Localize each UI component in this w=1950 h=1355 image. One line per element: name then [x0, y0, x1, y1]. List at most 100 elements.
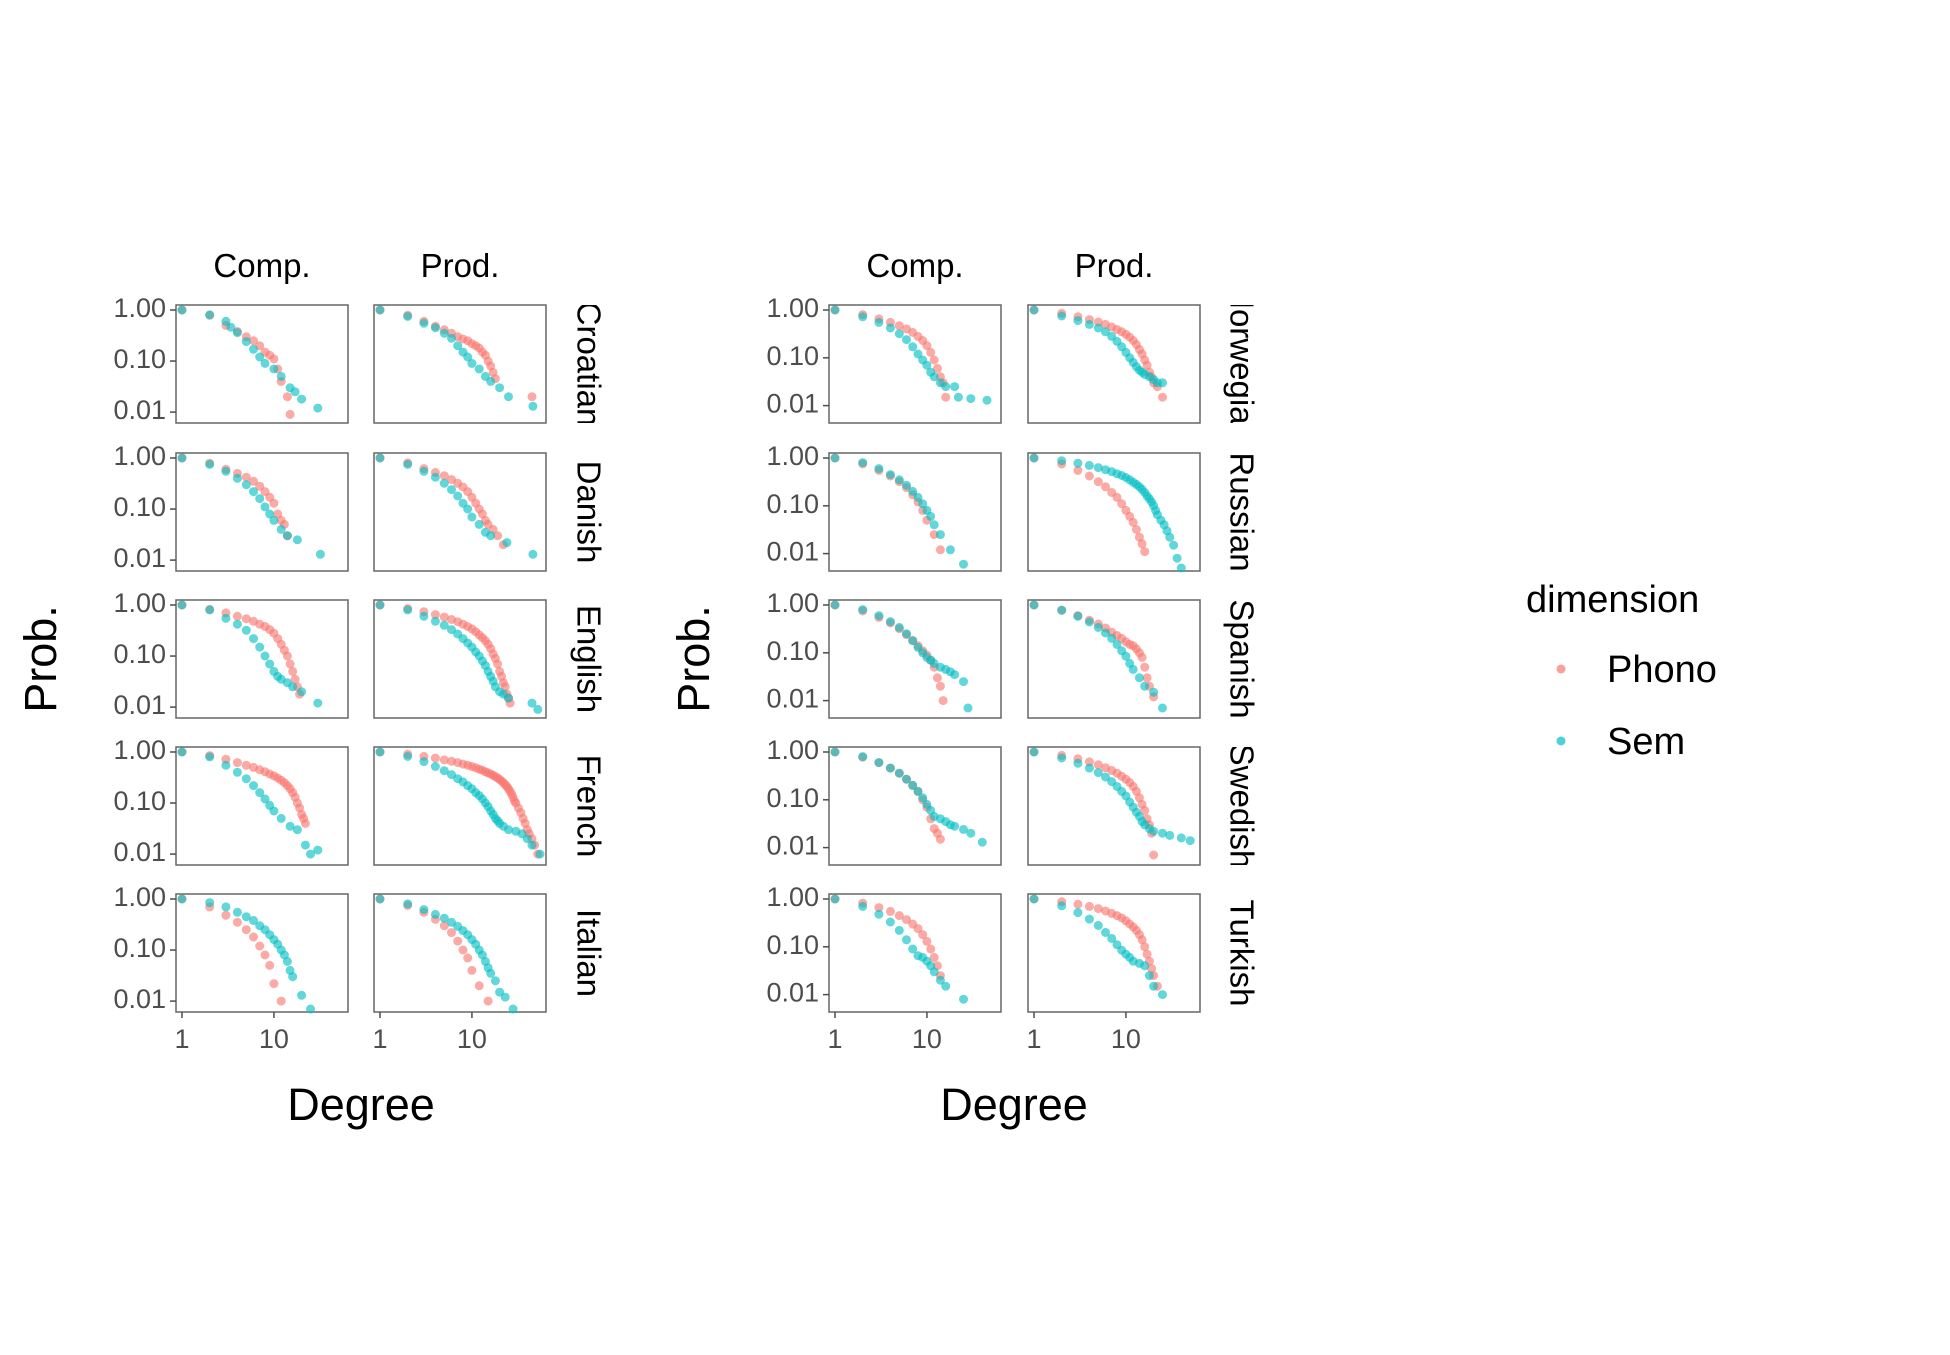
point-sem: [300, 840, 310, 850]
point-sem: [255, 642, 265, 652]
point-sem: [430, 472, 440, 482]
y-tick-label: 0.01: [113, 837, 166, 867]
point-sem: [527, 840, 537, 850]
point-phono: [249, 932, 258, 942]
x-axis-title: Degree: [287, 1079, 435, 1130]
point-phono: [290, 674, 300, 684]
panel-english-comp: 1.00 0.10 0.01: [113, 588, 349, 720]
point-sem: [1185, 836, 1195, 846]
panel-italian-prod: 1 10: [372, 893, 547, 1054]
point-sem: [977, 837, 987, 847]
point-phono: [929, 952, 939, 962]
point-phono: [1131, 525, 1141, 534]
point-sem: [508, 1004, 518, 1014]
point-sem: [1107, 933, 1117, 943]
point-sem: [1084, 763, 1094, 773]
point-sem: [902, 935, 911, 945]
point-phono: [285, 409, 295, 419]
point-phono: [241, 472, 251, 482]
point-sem: [474, 364, 484, 374]
point-phono: [241, 614, 251, 624]
point-sem: [232, 473, 242, 483]
point-phono: [941, 392, 951, 402]
point-sem: [922, 360, 932, 370]
point-sem: [918, 793, 928, 803]
panel-swedish-comp: 1.00 0.10 0.01: [766, 735, 1002, 866]
point-sem: [874, 909, 884, 919]
point-sem: [908, 780, 918, 790]
point-sem: [453, 341, 463, 351]
point-sem: [292, 535, 302, 545]
point-phono: [458, 945, 468, 955]
point-sem: [830, 600, 840, 610]
point-phono: [221, 910, 231, 920]
panel-border: [1027, 599, 1201, 719]
point-sem: [486, 376, 496, 386]
point-sem: [894, 622, 904, 632]
point-sem: [527, 698, 537, 708]
point-sem: [205, 898, 215, 908]
point-phono: [1101, 482, 1110, 492]
y-tick-label: 0.10: [113, 933, 166, 963]
point-sem: [490, 976, 500, 986]
point-sem: [963, 703, 973, 713]
point-sem: [375, 747, 385, 757]
point-sem: [1084, 617, 1094, 627]
panel-french-comp: 1.00 0.10 0.01: [113, 735, 349, 867]
point-sem: [205, 605, 215, 615]
point-sem: [885, 470, 895, 480]
point-sem: [260, 651, 270, 661]
point-phono: [1142, 949, 1152, 959]
point-sem: [935, 975, 945, 985]
point-phono: [249, 336, 258, 346]
point-sem: [1140, 681, 1150, 691]
point-phono: [926, 944, 936, 954]
y-tick-label: 0.10: [766, 489, 819, 519]
row-label-croatian: Croatian: [570, 302, 607, 427]
point-sem: [1084, 460, 1094, 470]
point-sem: [1128, 664, 1138, 674]
point-sem: [830, 305, 840, 315]
point-sem: [221, 613, 231, 623]
point-sem: [1107, 633, 1117, 643]
point-sem: [292, 825, 302, 835]
point-sem: [935, 530, 945, 540]
point-sem: [1073, 316, 1083, 326]
point-sem: [221, 316, 231, 326]
point-sem: [447, 333, 456, 343]
legend: dimension Phono Sem: [1526, 579, 1717, 763]
point-sem: [439, 328, 449, 338]
panel-croatian-comp: 1.00 0.10 0.01: [113, 293, 349, 425]
point-sem: [430, 762, 440, 771]
point-phono: [918, 930, 928, 940]
point-sem: [874, 464, 884, 474]
point-sem: [885, 917, 895, 927]
point-sem: [221, 902, 231, 912]
point-sem: [908, 342, 918, 352]
point-sem: [1029, 600, 1039, 610]
point-sem: [894, 925, 904, 935]
point-sem: [306, 849, 315, 859]
point-sem: [375, 305, 385, 315]
point-phono: [439, 471, 449, 481]
point-phono: [467, 965, 477, 975]
point-sem: [929, 520, 939, 530]
point-sem: [276, 524, 286, 534]
panel-border: [828, 452, 1002, 572]
point-sem: [430, 323, 440, 333]
point-sem: [403, 459, 413, 469]
point-sem: [874, 611, 884, 621]
point-sem: [1169, 540, 1179, 550]
y-tick-label: 1.00: [113, 588, 166, 618]
point-sem: [1084, 319, 1094, 329]
point-sem: [297, 687, 307, 697]
point-phono: [430, 753, 440, 763]
point-phono: [241, 925, 251, 935]
column-label-prod: Prod.: [1075, 247, 1154, 284]
y-tick-label: 0.10: [766, 783, 819, 813]
point-sem: [535, 849, 545, 859]
point-phono: [1093, 760, 1103, 770]
point-sem: [1158, 378, 1167, 388]
point-phono: [439, 612, 449, 622]
point-sem: [966, 828, 976, 838]
